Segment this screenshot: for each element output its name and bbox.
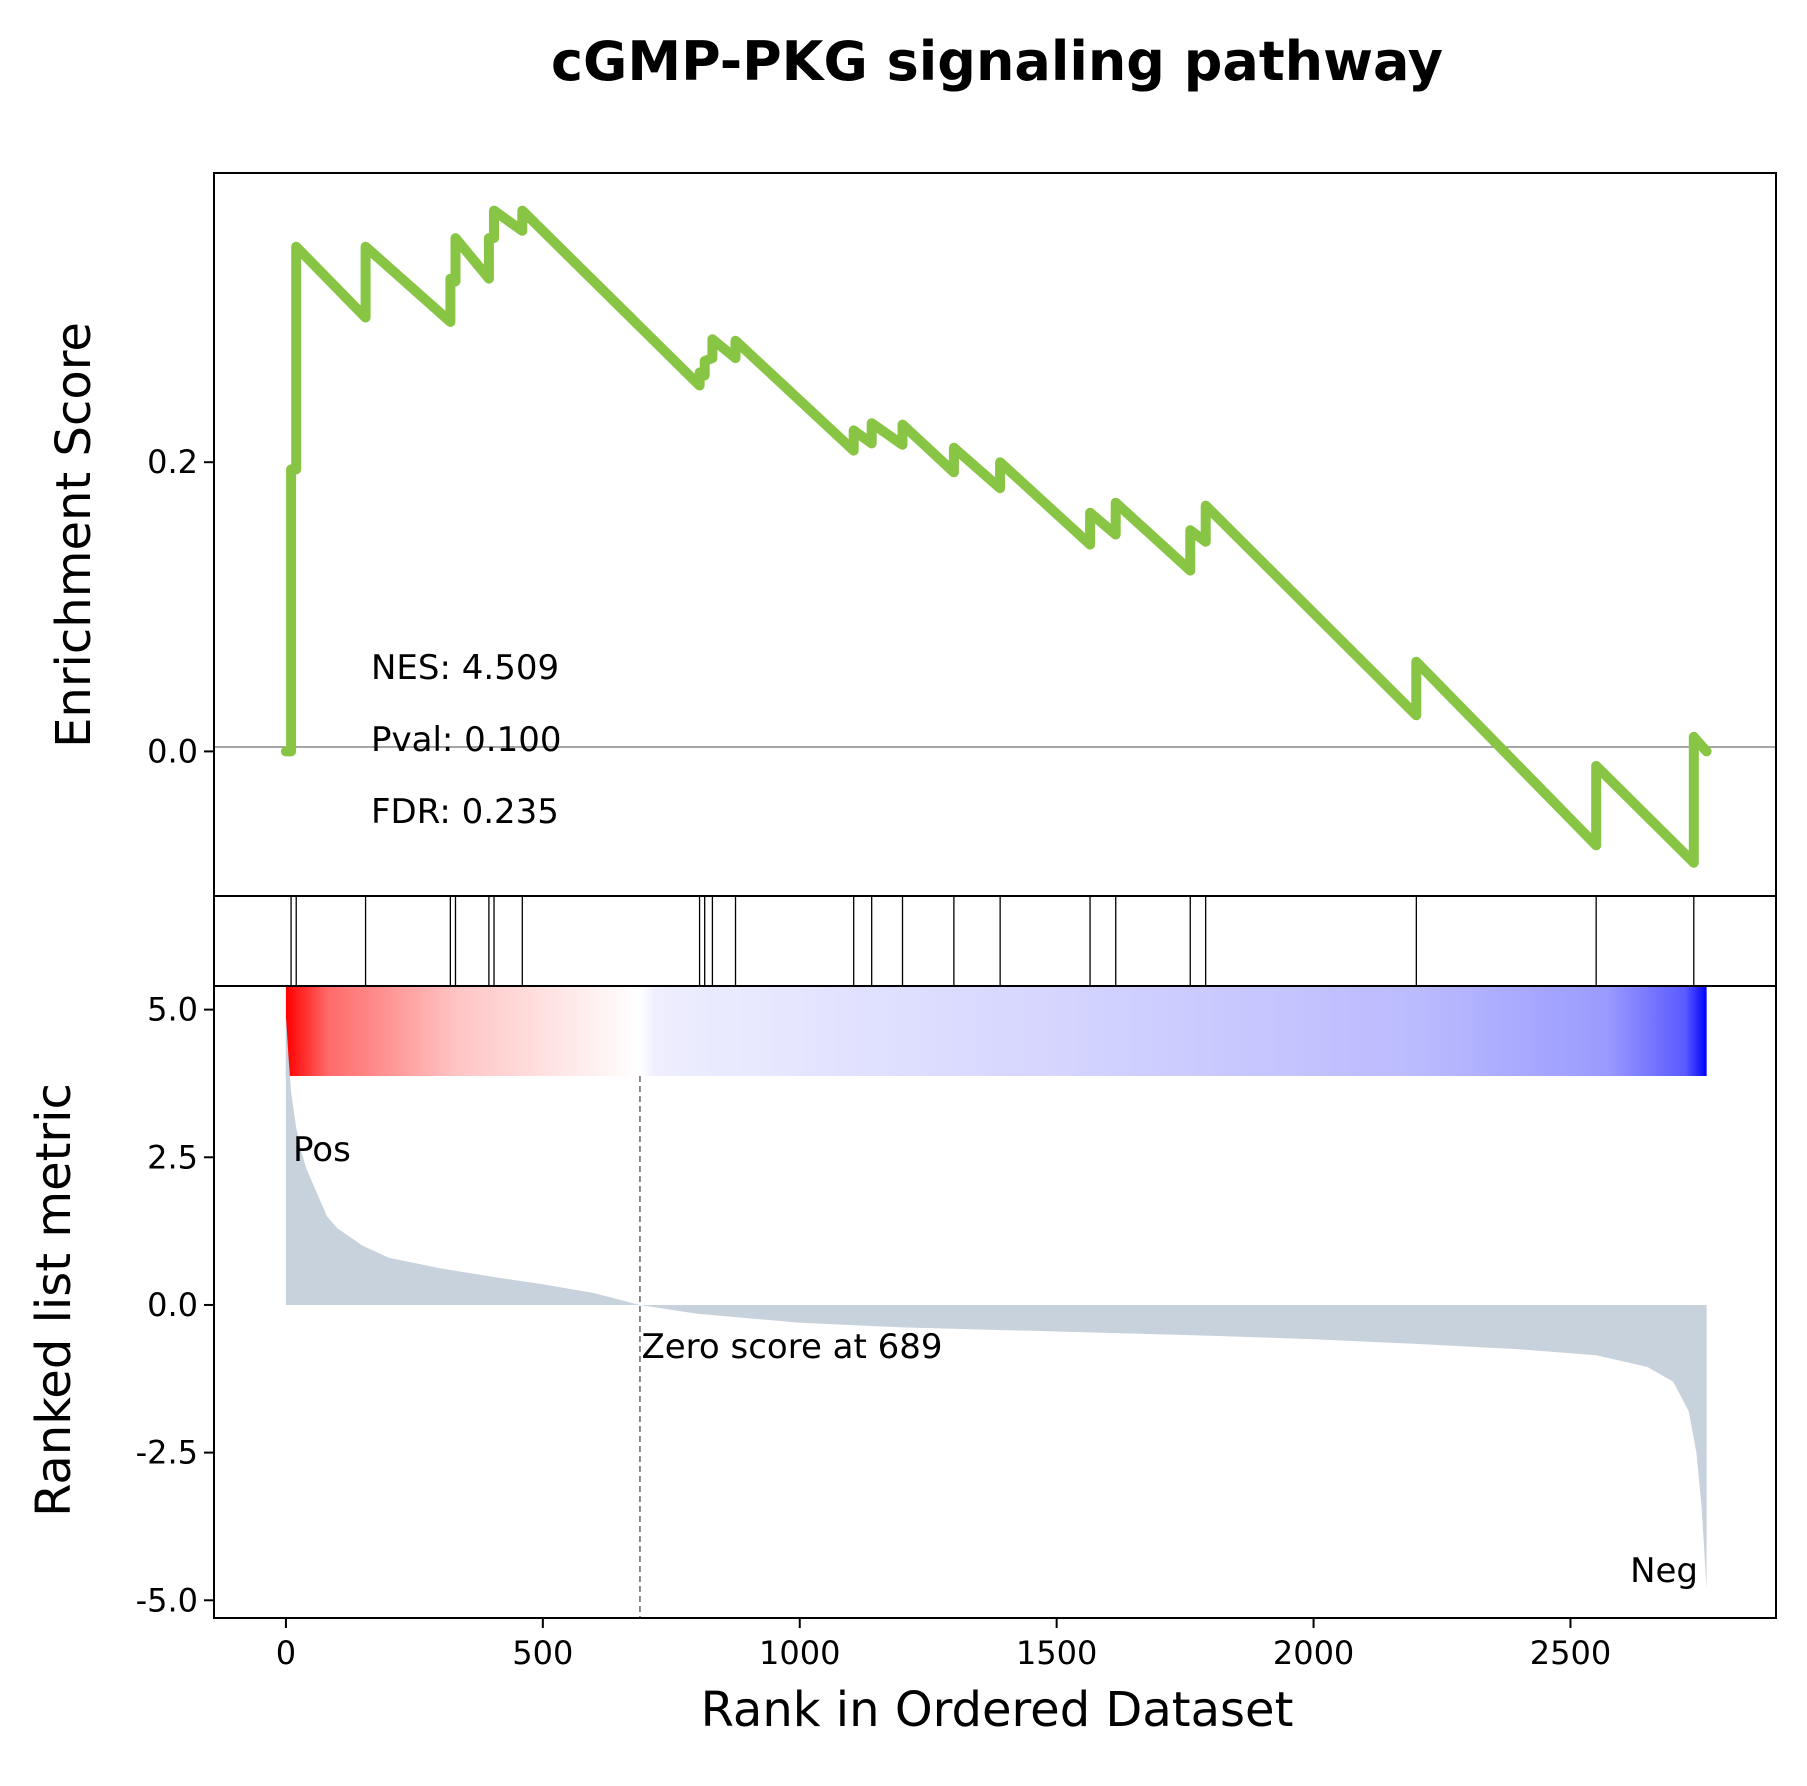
zero-score-label: Zero score at 689 (641, 1327, 942, 1367)
enrichment-y-label: Enrichment Score (46, 322, 102, 748)
fdr-annotation: FDR: 0.235 (371, 792, 559, 832)
hit-markers (290, 896, 1695, 986)
ranked-y-tick-label: 2.5 (147, 1138, 198, 1176)
enrichment-panel: 0.0 0.2 NES: 4.509 Pval: 0.100 FDR: 0.235… (46, 172, 1777, 897)
ranked-y-label: Ranked list metric (26, 1083, 82, 1517)
nes-annotation: NES: 4.509 (371, 648, 559, 688)
ranked-panel: Zero score at 689 Pos Neg 5.0 2.5 0.0 -2.5 -… (26, 985, 1777, 1738)
neg-label: Neg (1630, 1551, 1698, 1591)
enrichment-score-line (280, 205, 1712, 868)
hits-panel (213, 895, 1777, 987)
x-tick-label: 2000 (1273, 1634, 1354, 1672)
ranked-y-tick-label: 0.0 (147, 1286, 198, 1324)
ranked-metric-area (285, 1015, 1707, 1589)
x-tick-label: 1000 (759, 1634, 840, 1672)
rank-color-bar (285, 986, 1707, 1076)
ranked-y-tick-label: 5.0 (147, 991, 198, 1029)
enrichment-y-tick-label: 0.0 (147, 732, 198, 770)
ranked-y-ticks: 5.0 2.5 0.0 -2.5 -5.0 (136, 991, 214, 1619)
x-axis-label: Rank in Ordered Dataset (701, 1682, 1294, 1738)
enrichment-y-tick-label: 0.2 (147, 443, 198, 481)
x-tick-label: 2500 (1530, 1634, 1611, 1672)
pval-annotation: Pval: 0.100 (371, 720, 562, 760)
x-ticks: 0 500 1000 1500 2000 2500 (276, 1618, 1611, 1672)
x-tick-label: 1500 (1016, 1634, 1097, 1672)
ranked-axes (213, 985, 1777, 1619)
hits-axes (213, 895, 1777, 987)
enrichment-y-ticks: 0.0 0.2 (147, 443, 214, 770)
x-tick-label: 0 (276, 1634, 296, 1672)
x-tick-label: 500 (512, 1634, 573, 1672)
chart-title: cGMP-PKG signaling pathway (551, 30, 1443, 93)
ranked-y-tick-label: -2.5 (136, 1434, 198, 1472)
pos-label: Pos (293, 1130, 351, 1170)
ranked-y-tick-label: -5.0 (136, 1581, 198, 1619)
